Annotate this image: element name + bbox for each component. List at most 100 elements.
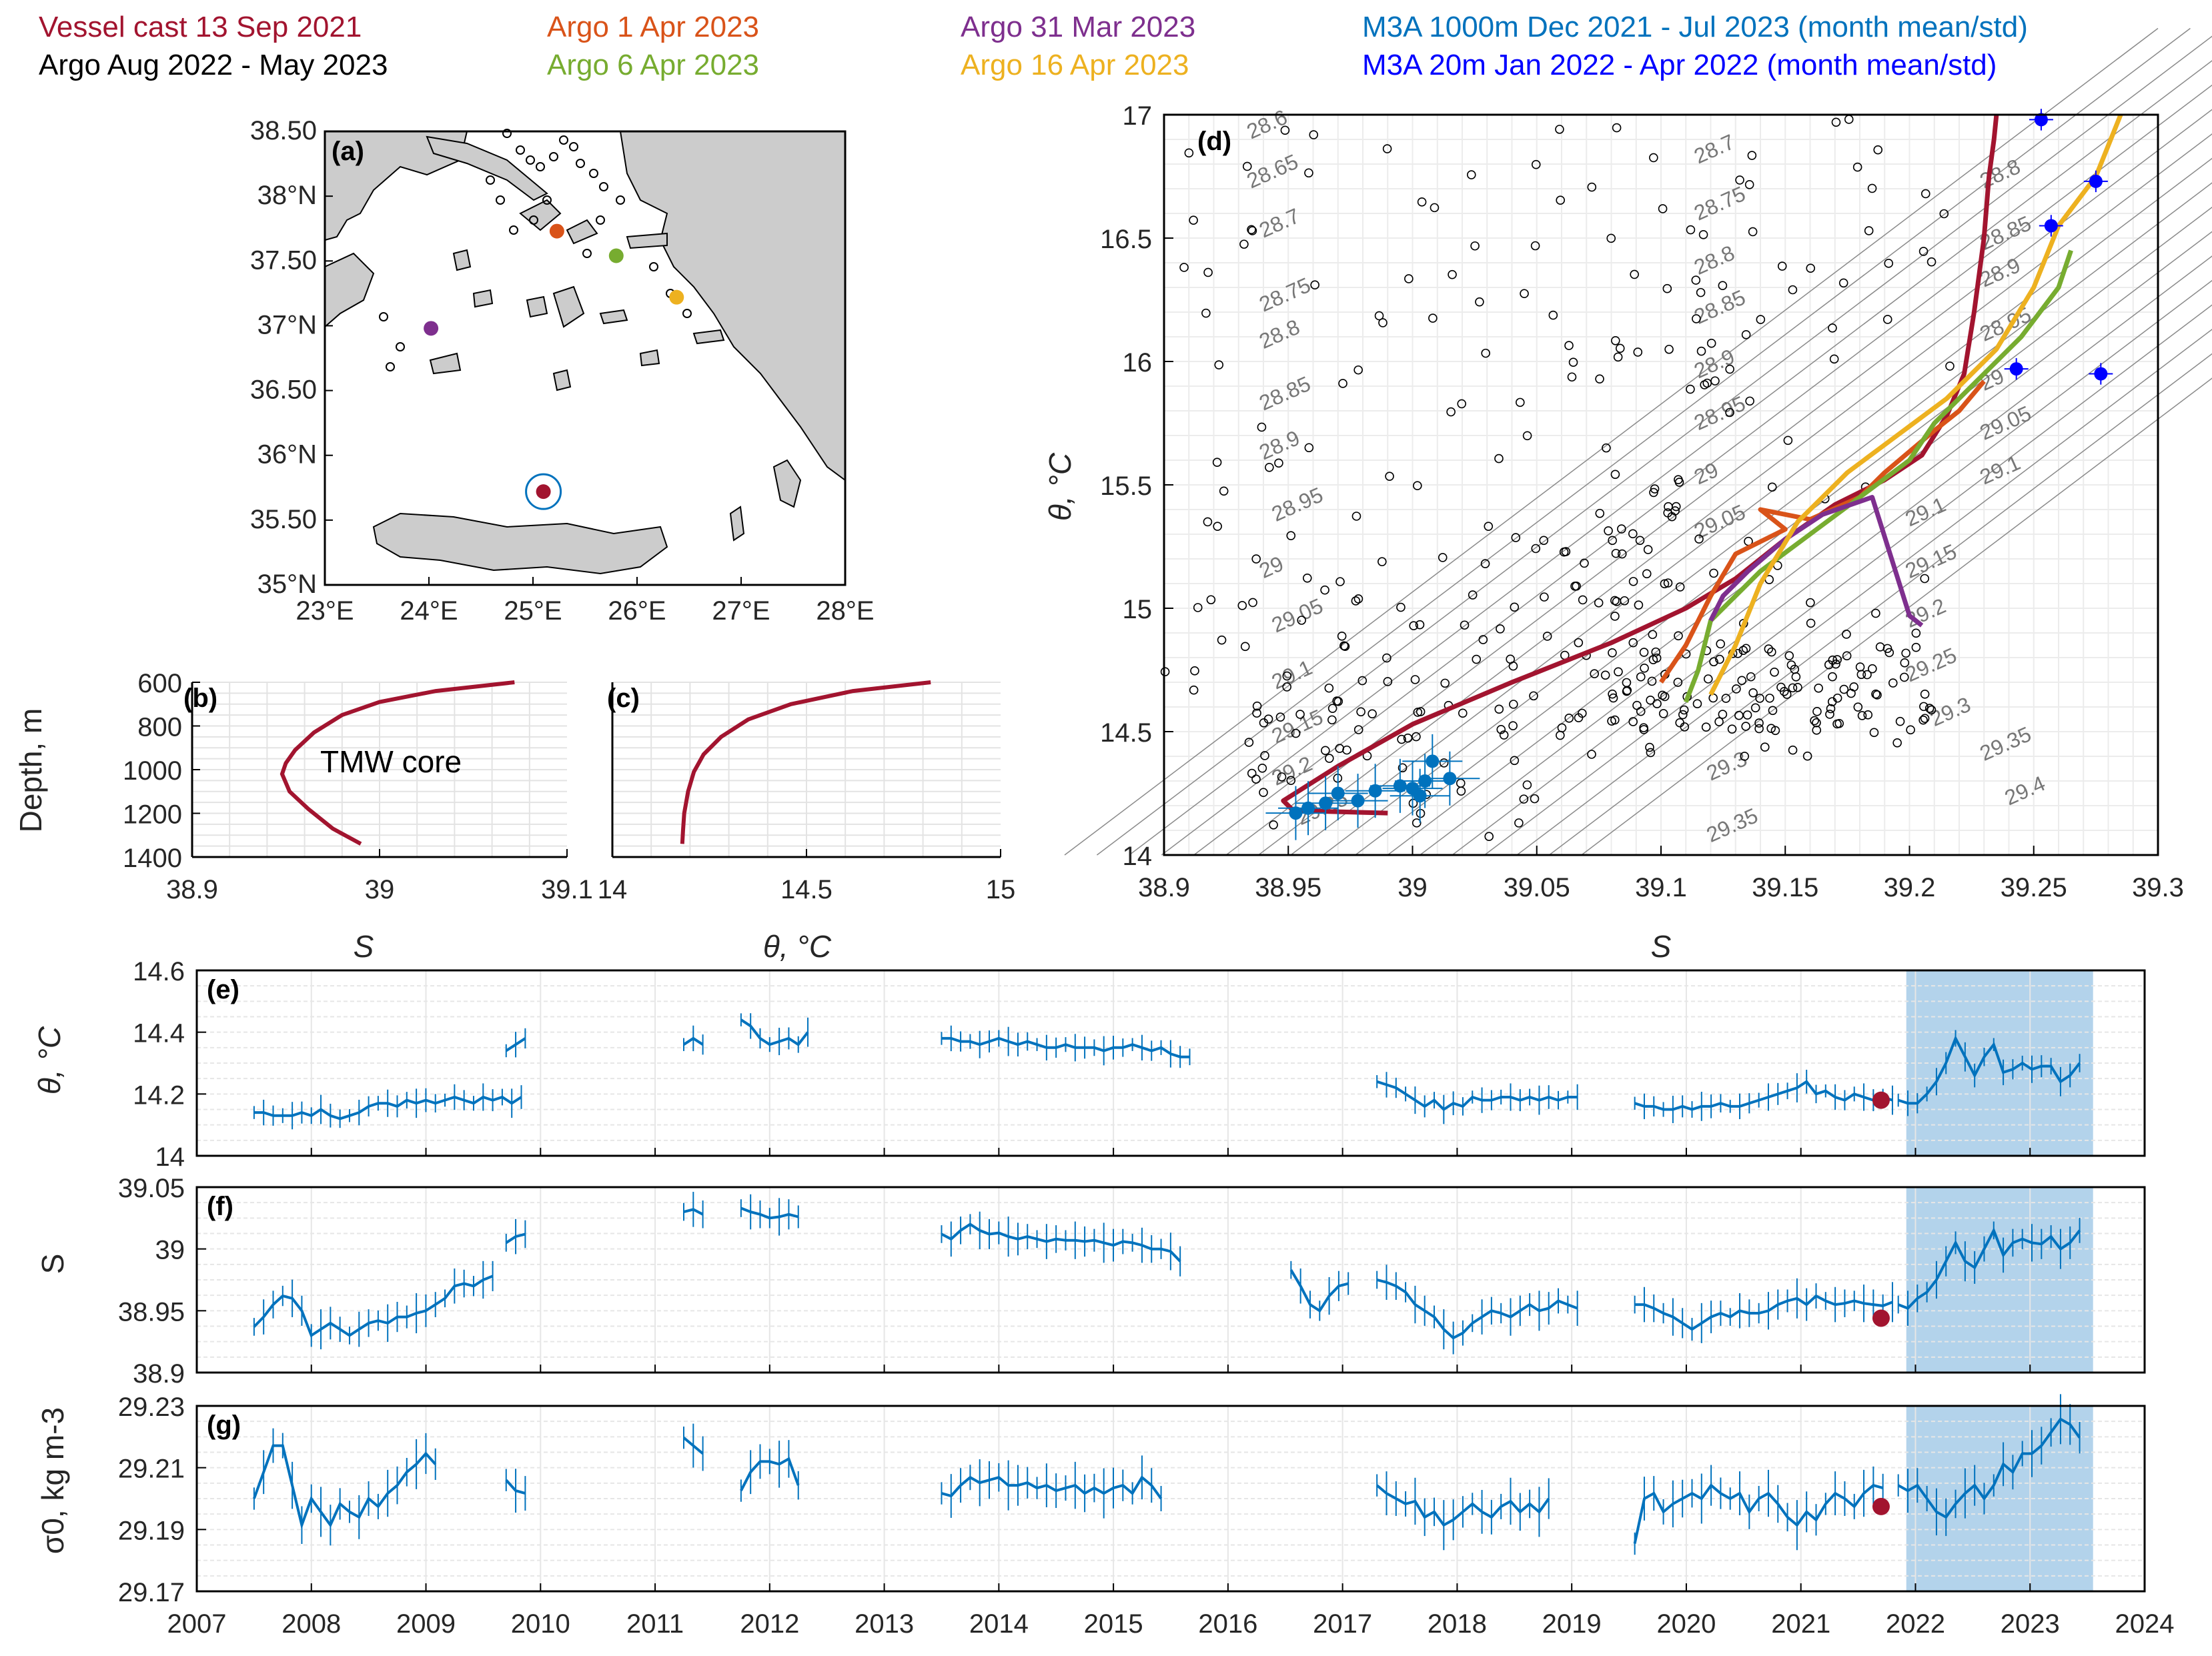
argo-point <box>1277 772 1287 782</box>
argo-point <box>1382 144 1392 153</box>
argo-point <box>1888 678 1898 688</box>
map-frame <box>324 130 847 586</box>
argo-point <box>1764 644 1774 654</box>
argo-point <box>1339 641 1349 651</box>
timeseries-line <box>740 1018 809 1046</box>
map-argo-point <box>589 169 598 178</box>
argo-point <box>1506 654 1515 664</box>
isopycnal-line <box>1387 231 2212 856</box>
map-marker <box>549 223 564 239</box>
argo-point <box>1383 677 1393 686</box>
argo-point <box>1494 454 1504 464</box>
timeseries-line <box>1634 1294 1893 1331</box>
argo-point <box>1291 728 1301 738</box>
argo-point <box>1770 726 1780 736</box>
argo-point <box>1428 313 1438 323</box>
argo-point <box>1475 297 1484 307</box>
vessel-cast-ring <box>525 473 562 510</box>
argo-point <box>1608 648 1617 658</box>
argo-point <box>1853 702 1863 712</box>
panel-c-label: (c) <box>607 684 640 713</box>
argo-point <box>1190 666 1199 676</box>
argo-point <box>1918 715 1928 725</box>
m3a-point <box>1368 784 1382 798</box>
argo-point <box>1652 699 1662 708</box>
argo-point <box>1615 343 1625 353</box>
argo-point <box>1675 582 1685 592</box>
argo-point <box>1734 710 1744 720</box>
argo-point <box>1696 346 1706 356</box>
xtick-label: 39.25 <box>2001 873 2067 902</box>
argo-point <box>1649 488 1658 498</box>
argo-point <box>1920 189 1930 199</box>
isopycnal-line <box>1258 133 2212 856</box>
m3a-point <box>2044 219 2058 233</box>
ytick-label: 29.17 <box>118 1578 185 1607</box>
argo-point <box>1715 654 1724 664</box>
timeseries-line <box>505 1037 526 1052</box>
argo-point <box>1788 745 1798 755</box>
argo-point <box>1673 678 1683 687</box>
legend-m3a-20m: M3A 20m Jan 2022 - Apr 2022 (month mean/… <box>1362 49 1997 81</box>
timeseries-line <box>740 1206 799 1220</box>
xtick-label: 2014 <box>969 1609 1029 1639</box>
argo-point <box>1812 718 1821 728</box>
ytick-label: 38.9 <box>133 1359 185 1389</box>
argo-point <box>1280 125 1290 135</box>
argo-point <box>1746 672 1756 682</box>
land-ikaria <box>626 232 668 249</box>
m3a-point <box>2034 113 2048 127</box>
argo-point <box>1901 648 1910 658</box>
argo-point <box>1567 372 1577 382</box>
map-argo-point <box>386 362 395 371</box>
xtick-label: 38.95 <box>1255 873 1321 902</box>
argo-point <box>1745 396 1754 406</box>
argo-point <box>1610 470 1620 480</box>
argo-point <box>1831 659 1840 669</box>
argo-point <box>1247 226 1257 235</box>
map-xtick-label: 27°E <box>712 596 770 626</box>
argo-point <box>1212 458 1222 468</box>
map-xtick-label: 25°E <box>504 596 562 626</box>
argo-point <box>1374 311 1384 321</box>
argo-point <box>1694 534 1704 544</box>
ytick-label: 14.5 <box>1100 718 1152 748</box>
timeseries-line <box>1634 1080 1893 1111</box>
panel-label: (g) <box>207 1411 241 1440</box>
time-axis-labels: 2007 2008 2009 2010 2011 2012 2013 2014 2015 2016… <box>167 1609 2175 1639</box>
argo-point <box>1875 642 1885 652</box>
argo-point <box>1587 750 1596 759</box>
argo-point <box>1327 704 1337 713</box>
panel-b-ticks: 38.9 39 39.1 600 800 1000 1200 1400 <box>123 669 593 904</box>
argo-point <box>1520 289 1529 298</box>
timeseries-line <box>1289 1269 1349 1313</box>
isopycnal-label: 28.85 <box>1255 371 1314 415</box>
argo-point <box>1856 670 1866 680</box>
argo-point <box>1321 746 1330 756</box>
argo-point <box>1556 730 1565 740</box>
m3a-point <box>1393 779 1407 793</box>
timeseries-line <box>683 1208 704 1216</box>
xtick-label: 39.3 <box>2132 873 2184 902</box>
argo-point <box>1828 323 1837 333</box>
argo-point <box>1783 436 1793 446</box>
argo-point <box>1610 612 1620 621</box>
timeseries-line <box>1633 1483 1884 1544</box>
land-evia <box>426 135 548 201</box>
argo-point <box>1716 639 1726 649</box>
argo-point <box>1213 522 1222 531</box>
isopycnal-label: 29.05 <box>1976 401 2035 444</box>
argo-point <box>1457 399 1467 409</box>
xtick-label: 2007 <box>167 1609 227 1639</box>
isopycnal-label: 28.7 <box>1690 129 1738 168</box>
argo-point <box>1338 379 1347 388</box>
isopycnal-line <box>1096 27 2191 856</box>
map-argo-point <box>536 162 545 171</box>
panel-c-xlabel: θ, °C <box>763 929 832 964</box>
map-xtick-label: 26°E <box>608 596 666 626</box>
isopycnal-line <box>1355 206 2212 856</box>
isopycnal-line <box>1225 109 2212 856</box>
ytick-label: 1000 <box>123 756 182 786</box>
argo-point <box>1257 422 1267 432</box>
